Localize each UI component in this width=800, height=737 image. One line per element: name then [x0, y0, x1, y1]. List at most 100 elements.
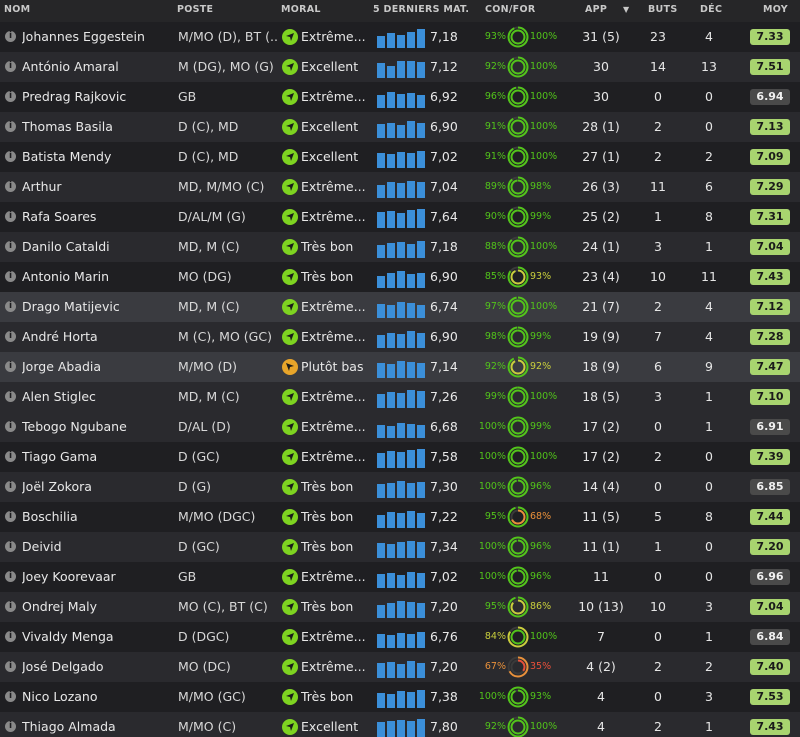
player-name[interactable]: Joël Zokora [22, 479, 92, 494]
table-row[interactable]: i Ondrej Maly MO (C), BT (C) Très bon 7,20 95… [0, 592, 800, 622]
table-row[interactable]: i Thomas Basila D (C), MD Excellent 6,90 91% 1… [0, 112, 800, 142]
table-row[interactable]: i Nico Lozano M/MO (GC) Très bon 7,38 100% 93%… [0, 682, 800, 712]
info-icon[interactable]: i [5, 301, 16, 312]
info-icon[interactable]: i [5, 721, 16, 732]
player-name[interactable]: Thomas Basila [22, 119, 113, 134]
player-name[interactable]: Ondrej Maly [22, 599, 98, 614]
player-name[interactable]: Deivid [22, 539, 62, 554]
table-row[interactable]: i António Amaral M (DG), MO (G) Excellent 7,… [0, 52, 800, 82]
player-name[interactable]: Predrag Rajkovic [22, 89, 127, 104]
info-icon[interactable]: i [5, 121, 16, 132]
table-row[interactable]: i Alen Stiglec MD, M (C) Extrême... 7,26 99% 1… [0, 382, 800, 412]
form-bar [407, 362, 415, 378]
info-icon[interactable]: i [5, 481, 16, 492]
col-header-assists[interactable]: DÉC [700, 4, 723, 15]
player-name[interactable]: Rafa Soares [22, 209, 97, 224]
info-icon[interactable]: i [5, 181, 16, 192]
table-row[interactable]: i Jorge Abadia M/MO (D) Plutôt bas 7,14 92% 92… [0, 352, 800, 382]
form-bar [377, 722, 385, 737]
form-bars [377, 447, 427, 468]
form-bar [397, 633, 405, 648]
info-icon[interactable]: i [5, 331, 16, 342]
info-icon[interactable]: i [5, 631, 16, 642]
col-header-avg[interactable]: MOY [763, 4, 788, 15]
player-name[interactable]: Joey Koorevaar [22, 569, 116, 584]
info-icon[interactable]: i [5, 61, 16, 72]
table-row[interactable]: i Vivaldy Menga D (DGC) Extrême... 6,76 84% 10… [0, 622, 800, 652]
table-row[interactable]: i Danilo Cataldi MD, M (C) Très bon 7,18 88% 1… [0, 232, 800, 262]
col-header-name[interactable]: NOM [4, 4, 31, 15]
info-icon[interactable]: i [5, 271, 16, 282]
info-icon[interactable]: i [5, 571, 16, 582]
table-row[interactable]: i Tebogo Ngubane D/AL (D) Extrême... 6,68 100… [0, 412, 800, 442]
form-bar [377, 276, 385, 288]
table-row[interactable]: i Boschilia M/MO (DGC) Très bon 7,22 95% 68% 11… [0, 502, 800, 532]
info-icon[interactable]: i [5, 511, 16, 522]
player-name[interactable]: Thiago Almada [22, 719, 116, 734]
player-morale: Extrême... [301, 29, 366, 44]
col-header-morale[interactable]: MORAL [281, 4, 321, 15]
info-icon[interactable]: i [5, 601, 16, 612]
table-row[interactable]: i Arthur MD, M/MO (C) Extrême... 7,04 89% 98% 2… [0, 172, 800, 202]
col-header-app[interactable]: APP [585, 4, 608, 15]
col-header-goals[interactable]: BUTS [648, 4, 678, 15]
player-name[interactable]: Alen Stiglec [22, 389, 96, 404]
form-bar [417, 663, 425, 678]
assists: 6 [705, 179, 713, 194]
info-icon[interactable]: i [5, 361, 16, 372]
goals: 0 [654, 419, 662, 434]
col-header-position[interactable]: POSTE [177, 4, 214, 15]
fitness-ring [507, 716, 529, 737]
player-name[interactable]: António Amaral [22, 59, 119, 74]
player-name[interactable]: Johannes Eggestein [22, 29, 145, 44]
player-name[interactable]: Batista Mendy [22, 149, 112, 164]
table-row[interactable]: i Joël Zokora D (G) Très bon 7,30 100% 96% 14 (… [0, 472, 800, 502]
info-icon[interactable]: i [5, 391, 16, 402]
player-name[interactable]: Tiago Gama [22, 449, 98, 464]
player-name[interactable]: Jorge Abadia [22, 359, 102, 374]
player-name[interactable]: José Delgado [22, 659, 104, 674]
player-name[interactable]: Danilo Cataldi [22, 239, 110, 254]
info-icon[interactable]: i [5, 211, 16, 222]
player-name[interactable]: Drago Matijevic [22, 299, 120, 314]
player-name[interactable]: André Horta [22, 329, 98, 344]
info-icon[interactable]: i [5, 241, 16, 252]
sort-desc-icon[interactable]: ▼ [623, 5, 630, 14]
condition-pct: 100% [478, 451, 506, 462]
condition-pct: 100% [478, 691, 506, 702]
col-header-last5[interactable]: 5 DERNIERS MAT... [373, 4, 469, 15]
player-name[interactable]: Antonio Marin [22, 269, 110, 284]
table-row[interactable]: i Drago Matijevic MD, M (C) Extrême... 6,74 9… [0, 292, 800, 322]
table-row[interactable]: i José Delgado MO (DC) Extrême... 7,20 67% 35%… [0, 652, 800, 682]
info-icon[interactable]: i [5, 91, 16, 102]
morale-high-icon [282, 299, 298, 315]
player-name[interactable]: Tebogo Ngubane [22, 419, 127, 434]
form-bar [377, 212, 385, 228]
table-row[interactable]: i Johannes Eggestein M/MO (D), BT (... Extr… [0, 22, 800, 52]
form-bars [377, 537, 427, 558]
info-icon[interactable]: i [5, 661, 16, 672]
info-icon[interactable]: i [5, 541, 16, 552]
assists: 9 [705, 359, 713, 374]
form-bars [377, 237, 427, 258]
table-row[interactable]: i André Horta M (C), MO (GC) Extrême... 6,90… [0, 322, 800, 352]
table-row[interactable]: i Antonio Marin MO (DG) Très bon 6,90 85% 93% 2… [0, 262, 800, 292]
info-icon[interactable]: i [5, 691, 16, 702]
player-name[interactable]: Boschilia [22, 509, 78, 524]
table-row[interactable]: i Tiago Gama D (GC) Extrême... 7,58 100% 100% 1… [0, 442, 800, 472]
player-name[interactable]: Arthur [22, 179, 62, 194]
info-icon[interactable]: i [5, 31, 16, 42]
table-row[interactable]: i Joey Koorevaar GB Extrême... 7,02 100% 96% 11… [0, 562, 800, 592]
table-row[interactable]: i Thiago Almada M/MO (C) Excellent 7,80 92% 10… [0, 712, 800, 737]
player-name[interactable]: Vivaldy Menga [22, 629, 114, 644]
player-name[interactable]: Nico Lozano [22, 689, 98, 704]
table-row[interactable]: i Batista Mendy D (C), MD Excellent 7,02 91% 1… [0, 142, 800, 172]
info-icon[interactable]: i [5, 151, 16, 162]
info-icon[interactable]: i [5, 451, 16, 462]
info-icon[interactable]: i [5, 421, 16, 432]
morale-high-icon [282, 149, 298, 165]
table-row[interactable]: i Deivid D (GC) Très bon 7,34 100% 96% 11 (1) 1 0… [0, 532, 800, 562]
table-row[interactable]: i Rafa Soares D/AL/M (G) Extrême... 7,64 90% 9… [0, 202, 800, 232]
col-header-confor[interactable]: CON/FOR [485, 4, 536, 15]
table-row[interactable]: i Predrag Rajkovic GB Extrême... 6,92 96% 100%… [0, 82, 800, 112]
